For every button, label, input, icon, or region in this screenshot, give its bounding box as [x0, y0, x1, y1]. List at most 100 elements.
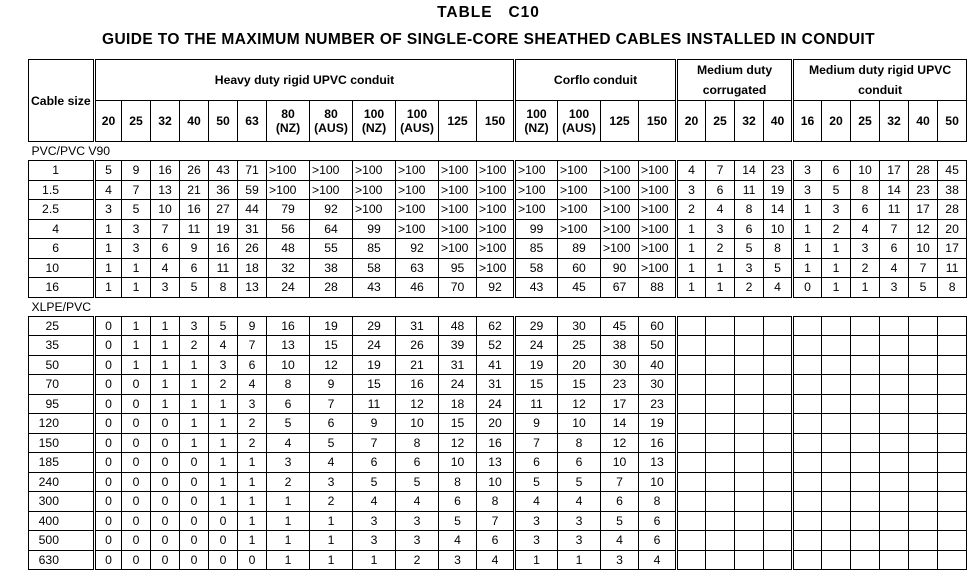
table-row: 70 0 0 1 1 2 4 8 9 15 16 24 31 15 15 23 30: [28, 374, 968, 395]
value-cell: [879, 471, 910, 492]
conduit-size-line: 125: [609, 114, 630, 128]
value-cell: 0: [150, 491, 180, 512]
table-row: 500 0 0 0 0 0 1 1 1 3 3 4 6 3 3 4 6: [28, 530, 968, 551]
value-cell: 3: [352, 530, 396, 551]
value-cell: [791, 432, 823, 453]
value-cell: [705, 413, 736, 434]
value-cell: 3: [791, 160, 823, 181]
value-cell: 0: [121, 452, 151, 473]
value-cell: 28: [937, 199, 968, 220]
value-cell: 0: [93, 510, 122, 531]
value-cell: [675, 530, 707, 551]
value-cell: >100: [638, 218, 678, 239]
header-conduit-size: 80 (NZ): [266, 100, 310, 142]
value-cell: >100: [600, 238, 640, 259]
value-cell: [879, 432, 910, 453]
value-cell: [734, 393, 765, 414]
value-cell: 89: [557, 238, 602, 259]
value-cell: 17: [600, 393, 640, 414]
value-cell: 5: [93, 160, 122, 181]
conduit-size-line: (NZ): [361, 121, 387, 135]
value-cell: 3: [513, 530, 559, 551]
value-cell: >100: [513, 179, 559, 200]
value-cell: 19: [763, 179, 794, 200]
value-cell: 8: [266, 374, 310, 395]
value-cell: 0: [150, 413, 180, 434]
value-cell: 7: [352, 432, 396, 453]
cable-size-cell: 10: [28, 257, 95, 278]
value-cell: 1: [266, 491, 310, 512]
value-cell: 1: [266, 510, 310, 531]
value-cell: 5: [734, 238, 765, 259]
value-cell: 16: [150, 160, 180, 181]
value-cell: [675, 374, 707, 395]
value-cell: >100: [395, 218, 439, 239]
value-cell: 18: [237, 257, 267, 278]
value-cell: [675, 432, 707, 453]
value-cell: [850, 452, 881, 473]
value-cell: 1: [705, 277, 736, 298]
value-cell: 85: [352, 238, 396, 259]
value-cell: >100: [438, 238, 477, 259]
value-cell: 6: [600, 491, 640, 512]
value-cell: 1: [821, 277, 852, 298]
value-cell: 10: [438, 452, 477, 473]
value-cell: [763, 471, 794, 492]
value-cell: 4: [600, 530, 640, 551]
value-cell: 4: [352, 491, 396, 512]
conduit-size-line: 32: [742, 114, 756, 128]
value-cell: 48: [438, 315, 477, 336]
value-cell: 56: [266, 218, 310, 239]
value-cell: [937, 510, 968, 531]
value-cell: 24: [513, 335, 559, 356]
value-cell: [821, 374, 852, 395]
value-cell: 16: [395, 374, 439, 395]
value-cell: 7: [475, 510, 516, 531]
value-cell: 0: [179, 530, 209, 551]
value-cell: 4: [93, 179, 122, 200]
value-cell: 11: [352, 393, 396, 414]
value-cell: 0: [208, 510, 238, 531]
value-cell: 23: [763, 160, 794, 181]
header-conduit-size: 150: [475, 100, 516, 142]
value-cell: [908, 335, 939, 356]
value-cell: [937, 530, 968, 551]
value-cell: 63: [395, 257, 439, 278]
value-cell: 6: [179, 257, 209, 278]
value-cell: 31: [395, 315, 439, 336]
value-cell: 24: [475, 393, 516, 414]
value-cell: 1: [150, 374, 180, 395]
value-cell: 3: [266, 452, 310, 473]
value-cell: [763, 315, 794, 336]
value-cell: 15: [557, 374, 602, 395]
value-cell: 60: [557, 257, 602, 278]
value-cell: 6: [638, 510, 678, 531]
value-cell: 5: [908, 277, 939, 298]
value-cell: >100: [557, 199, 602, 220]
value-cell: 6: [438, 491, 477, 512]
value-cell: [705, 335, 736, 356]
conduit-size-line: 50: [945, 114, 959, 128]
value-cell: [763, 510, 794, 531]
conduit-size-line: 25: [858, 114, 872, 128]
value-cell: 0: [179, 452, 209, 473]
value-cell: 0: [791, 277, 823, 298]
value-cell: 12: [600, 432, 640, 453]
value-cell: >100: [475, 199, 516, 220]
value-cell: 4: [763, 277, 794, 298]
value-cell: 20: [557, 354, 602, 375]
value-cell: 46: [395, 277, 439, 298]
value-cell: 3: [237, 393, 267, 414]
value-cell: 9: [309, 374, 353, 395]
value-cell: 5: [208, 315, 238, 336]
table-row: 50 0 1 1 1 3 6 10 12 19 21 31 41 19 20 30 40: [28, 354, 968, 375]
table-row: 630 0 0 0 0 0 0 1 1 1 2 3 4 1 1 3 4: [28, 549, 968, 570]
value-cell: [850, 432, 881, 453]
value-cell: 1: [821, 257, 852, 278]
value-cell: 3: [121, 238, 151, 259]
conduit-size-line: 25: [129, 114, 143, 128]
value-cell: 0: [208, 530, 238, 551]
value-cell: >100: [600, 199, 640, 220]
value-cell: 15: [309, 335, 353, 356]
value-cell: [763, 413, 794, 434]
